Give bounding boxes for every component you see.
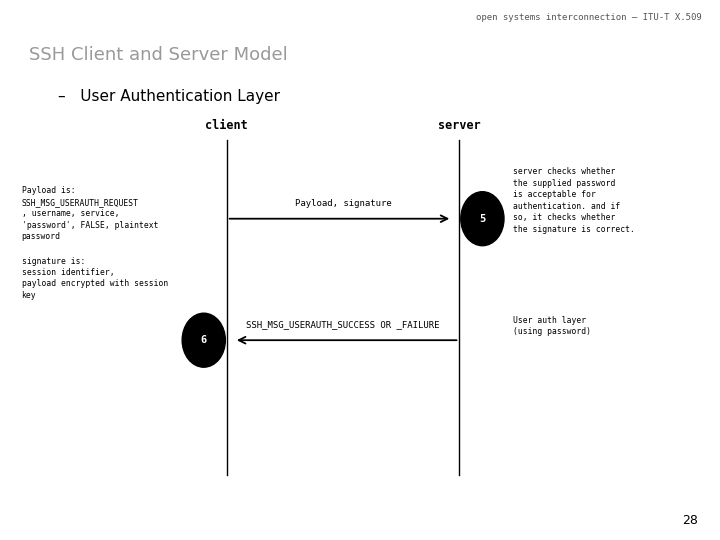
Text: –   User Authentication Layer: – User Authentication Layer [58, 89, 279, 104]
Text: 5: 5 [480, 214, 485, 224]
Text: SSH Client and Server Model: SSH Client and Server Model [29, 46, 287, 64]
Text: signature is:
session identifier,
payload encrypted with session
key: signature is: session identifier, payloa… [22, 256, 168, 300]
Text: server: server [438, 119, 481, 132]
Ellipse shape [182, 313, 225, 367]
Text: server checks whether
the supplied password
is acceptable for
authentication. an: server checks whether the supplied passw… [513, 167, 635, 234]
Text: client: client [205, 119, 248, 132]
Ellipse shape [461, 192, 504, 246]
Text: User auth layer
(using password): User auth layer (using password) [513, 316, 591, 336]
Text: Payload is:
SSH_MSG_USERAUTH_REQUEST
, username, service,
'password', FALSE, pla: Payload is: SSH_MSG_USERAUTH_REQUEST , u… [22, 186, 158, 241]
Text: 28: 28 [683, 514, 698, 526]
Text: 6: 6 [201, 335, 207, 345]
Text: SSH_MSG_USERAUTH_SUCCESS OR _FAILURE: SSH_MSG_USERAUTH_SUCCESS OR _FAILURE [246, 320, 440, 329]
Text: Payload, signature: Payload, signature [294, 199, 392, 208]
Text: open systems interconnection – ITU-T X.509: open systems interconnection – ITU-T X.5… [476, 14, 702, 23]
